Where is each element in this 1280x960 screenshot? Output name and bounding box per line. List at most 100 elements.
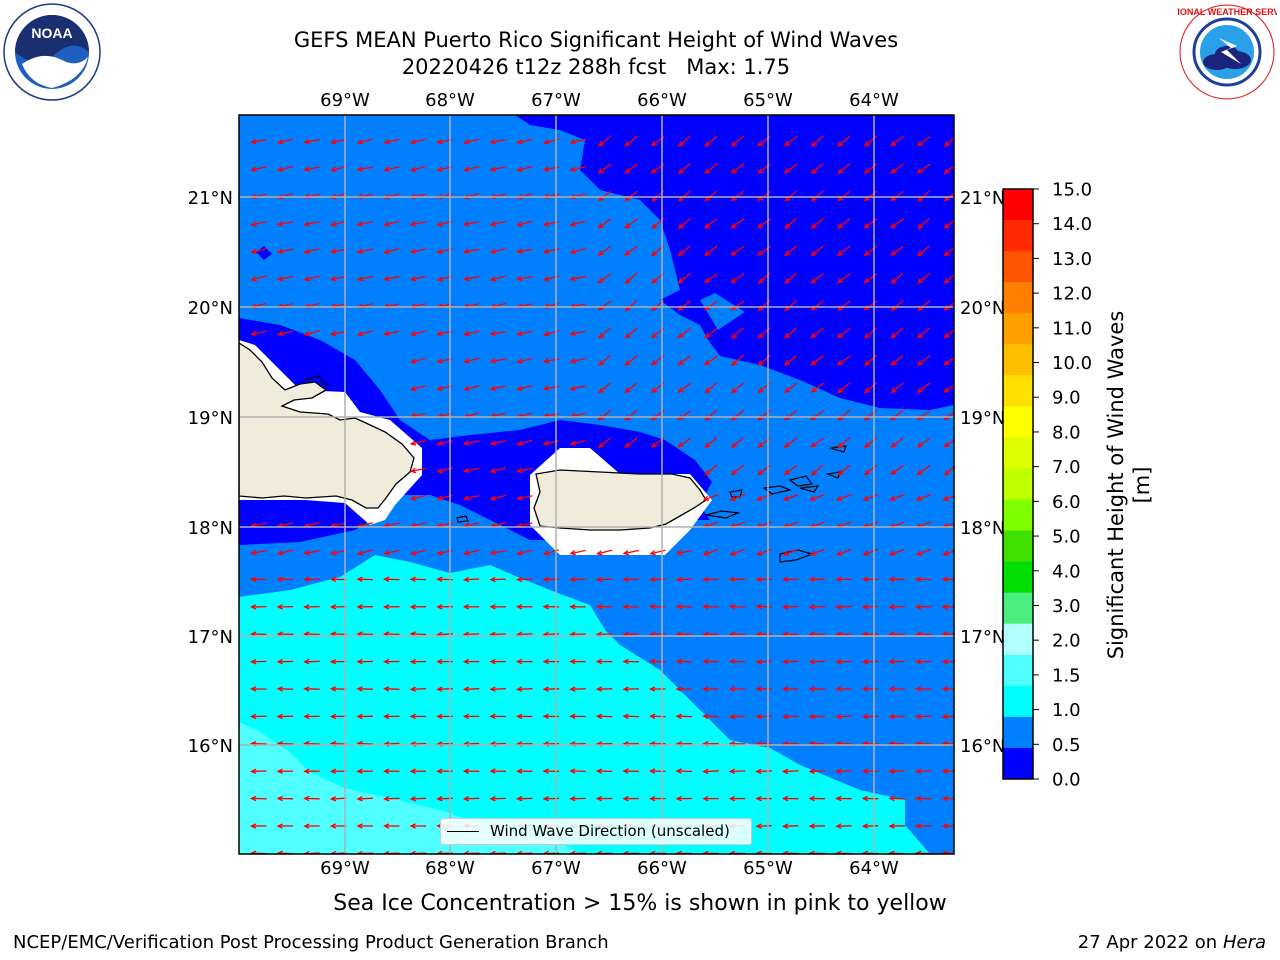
wind-arrow-shaft	[464, 248, 480, 253]
wind-arrow-head	[943, 469, 950, 476]
wind-arrow-head	[941, 823, 948, 829]
wind-arrow-shaft	[517, 330, 533, 336]
wind-arrow-head	[861, 823, 869, 829]
wind-arrow-head	[516, 330, 523, 337]
wind-arrow-shaft	[598, 382, 611, 393]
wind-arrow-head	[941, 850, 948, 854]
wind-arrow-head	[810, 441, 817, 448]
wind-arrow-head	[463, 330, 470, 337]
wind-arrow-head	[463, 275, 470, 282]
wind-arrow-head	[704, 168, 711, 175]
wind-arrow-head	[943, 141, 950, 148]
wind-arrow-head	[702, 576, 709, 583]
wind-arrow-head	[650, 360, 658, 366]
wind-arrow-head	[810, 469, 817, 476]
map-subtitle: 20220426 t12z 288h fcst Max: 1.75	[401, 55, 791, 79]
wind-arrow-head	[542, 385, 550, 391]
wind-arrow-shaft	[678, 382, 692, 393]
wind-arrow-head	[329, 658, 337, 665]
wind-arrow-shaft	[411, 633, 427, 636]
wind-arrow-shaft	[570, 412, 586, 418]
wind-arrow-shaft	[517, 522, 533, 527]
wind-arrow-head	[861, 768, 869, 775]
colorbar-tick-label: 11.0	[1052, 318, 1092, 339]
wind-arrow-shaft	[811, 382, 825, 393]
wind-arrow-head	[356, 550, 364, 556]
wind-arrow-shaft	[863, 660, 879, 663]
wind-arrow-head	[914, 576, 922, 583]
wind-arrow-shaft	[705, 382, 718, 394]
wind-arrow-shaft	[331, 330, 347, 336]
wind-arrow-shaft	[784, 437, 798, 448]
wind-arrow-head	[463, 194, 470, 200]
wind-arrow-shaft	[384, 549, 400, 555]
wind-arrow-shaft	[357, 166, 373, 171]
wind-arrow-head	[861, 850, 869, 854]
wind-arrow-head	[489, 686, 496, 692]
wind-arrow-shaft	[811, 190, 824, 202]
map-frame	[238, 114, 955, 855]
wind-arrow-head	[569, 248, 577, 255]
wind-arrow-head	[409, 550, 417, 556]
wind-arrow-head	[941, 686, 948, 692]
wind-arrow-head	[489, 467, 497, 474]
wind-arrow-shaft	[891, 437, 904, 448]
wind-arrow-head	[597, 222, 604, 229]
wind-arrow-head	[862, 495, 869, 501]
wind-arrow-shaft	[304, 220, 320, 226]
graticule	[239, 115, 954, 854]
wind-arrow-shaft	[357, 248, 373, 253]
wind-arrow-shaft	[464, 797, 480, 800]
wind-arrow-shaft	[411, 467, 427, 473]
wind-arrow-head	[755, 823, 762, 829]
wind-arrow-head	[436, 385, 443, 392]
wind-arrow-head	[861, 686, 869, 692]
wind-arrow-shaft	[756, 770, 772, 773]
wind-arrow-shaft	[864, 218, 878, 229]
colorbar-segment	[1003, 468, 1033, 501]
wave-band-1-1p5	[239, 555, 930, 854]
wind-arrow-shaft	[570, 330, 586, 335]
wind-arrow-shaft	[731, 300, 745, 311]
wind-arrow-head	[702, 713, 709, 720]
wind-arrow-shaft	[384, 742, 400, 745]
colorbar-tick-label: 15.0	[1052, 180, 1092, 201]
wind-arrow-head	[595, 768, 603, 774]
wind-arrow-head	[702, 768, 709, 775]
wind-arrow-shaft	[464, 138, 480, 144]
wind-arrow-head	[808, 713, 815, 720]
wind-arrow-head	[941, 713, 948, 720]
wind-arrow-shaft	[678, 355, 691, 366]
wind-arrow-shaft	[891, 163, 904, 174]
wind-arrow-head	[863, 442, 871, 449]
wind-arrow-head	[943, 332, 950, 339]
wind-arrow-head	[728, 658, 736, 665]
wind-arrow-head	[835, 768, 842, 775]
wind-arrow-shaft	[890, 245, 904, 256]
wind-arrow-shaft	[678, 437, 692, 448]
wind-arrow-head	[516, 221, 523, 227]
wind-arrow-shaft	[304, 248, 320, 253]
wind-arrow-shaft	[917, 163, 931, 174]
wind-arrow-shaft	[891, 354, 904, 366]
wind-arrow-shaft	[490, 275, 506, 281]
wind-arrow-head	[890, 278, 897, 285]
wind-arrow-shaft	[278, 522, 294, 527]
wind-arrow-head	[250, 330, 257, 337]
wind-arrow-head	[728, 768, 736, 775]
wind-arrow-head	[888, 576, 895, 583]
wind-arrow-shaft	[810, 770, 826, 773]
wind-arrow-head	[542, 686, 549, 692]
lon-tick-top: 65°W	[743, 90, 793, 111]
wind-arrow-head	[276, 713, 283, 720]
wind-arrow-head	[782, 795, 789, 802]
wind-arrow-head	[356, 166, 363, 172]
wind-arrow-head	[463, 550, 470, 556]
wind-arrow-head	[409, 768, 416, 774]
wind-arrow-shaft	[784, 464, 798, 475]
wind-arrow-head	[677, 332, 684, 339]
wind-arrow-head	[675, 713, 682, 720]
wind-arrow-head	[516, 440, 523, 446]
wind-arrow-shaft	[491, 521, 506, 528]
